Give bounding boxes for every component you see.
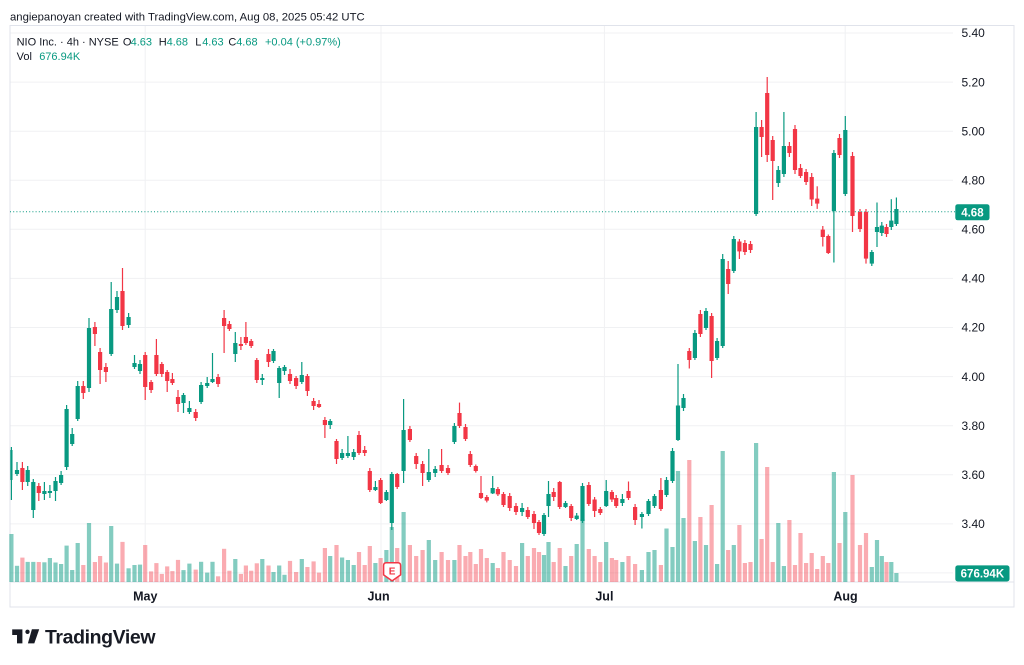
svg-text:5.00: 5.00 [962, 124, 986, 138]
svg-text:4.68: 4.68 [236, 36, 257, 48]
svg-text:May: May [133, 589, 157, 603]
svg-text:Aug: Aug [833, 589, 857, 603]
svg-text:+0.04 (+0.97%): +0.04 (+0.97%) [265, 36, 341, 48]
svg-text:4.80: 4.80 [962, 174, 986, 188]
svg-text:E: E [389, 567, 396, 578]
svg-text:4.60: 4.60 [962, 223, 986, 237]
svg-text:angiepanoyan created with Trad: angiepanoyan created with TradingView.co… [10, 11, 365, 23]
svg-text:4.40: 4.40 [962, 272, 986, 286]
svg-text:L: L [195, 36, 201, 48]
svg-text:4.00: 4.00 [962, 370, 986, 384]
svg-text:C: C [228, 36, 236, 48]
svg-text:4.68: 4.68 [167, 36, 188, 48]
svg-text:676.94K: 676.94K [961, 569, 1005, 581]
svg-text:676.94K: 676.94K [39, 51, 81, 63]
svg-text:O: O [123, 36, 132, 48]
svg-text:5.20: 5.20 [962, 75, 986, 89]
svg-text:Jun: Jun [367, 589, 389, 603]
svg-text:4.68: 4.68 [961, 207, 984, 219]
svg-text:3.40: 3.40 [962, 517, 986, 531]
svg-text:TradingView: TradingView [45, 627, 156, 649]
svg-text:Vol: Vol [17, 51, 32, 63]
svg-text:4.20: 4.20 [962, 321, 986, 335]
svg-text:4.63: 4.63 [131, 36, 152, 48]
svg-text:H: H [159, 36, 167, 48]
svg-text:3.60: 3.60 [962, 468, 986, 482]
svg-text:5.40: 5.40 [962, 26, 986, 40]
svg-text:4.63: 4.63 [202, 36, 223, 48]
svg-text:Jul: Jul [595, 589, 613, 603]
svg-text:3.80: 3.80 [962, 419, 986, 433]
svg-text:NIO Inc. · 4h · NYSE: NIO Inc. · 4h · NYSE [17, 36, 119, 48]
